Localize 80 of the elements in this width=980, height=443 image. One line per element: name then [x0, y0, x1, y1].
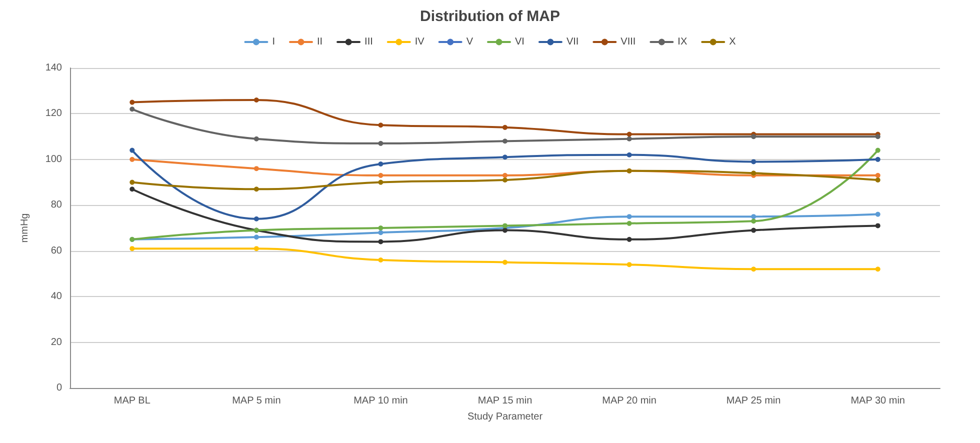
point: [751, 159, 756, 164]
point: [378, 258, 384, 262]
legend-label: VI: [514, 36, 524, 48]
point: [254, 98, 259, 102]
y-tick-label: 120: [45, 108, 62, 120]
y-axis-title: mmHg: [20, 213, 30, 243]
point: [626, 136, 632, 142]
point: [378, 230, 384, 236]
point: [254, 136, 259, 142]
point: [502, 124, 508, 130]
point: [502, 228, 508, 233]
point: [378, 226, 384, 230]
point: [130, 148, 135, 153]
legend-label: VIII: [620, 36, 636, 48]
point: [254, 216, 259, 222]
point: [626, 236, 632, 242]
y-tick-label: 0: [56, 382, 62, 394]
y-tick-label: 80: [50, 200, 62, 211]
point: [130, 156, 135, 162]
point: [378, 140, 384, 146]
point: [875, 148, 880, 153]
point: [502, 178, 508, 182]
point: [254, 166, 259, 172]
legend-label: IX: [678, 36, 688, 48]
x-tick-label: MAP 10 min: [354, 396, 408, 406]
y-tick-label: 20: [50, 336, 62, 348]
point: [875, 134, 880, 140]
point: [378, 239, 384, 244]
point: [751, 134, 756, 140]
point: [502, 223, 508, 228]
x-tick-label: MAP 25 min: [726, 396, 781, 406]
point: [875, 212, 880, 217]
point: [626, 214, 632, 220]
chart-title: Distribution of MAP: [420, 8, 560, 25]
point: [130, 106, 135, 112]
point: [751, 266, 756, 272]
y-tick-label: 60: [50, 245, 62, 256]
point: [378, 180, 384, 185]
legend-label: VII: [566, 36, 579, 48]
x-tick-label: MAP 20 min: [602, 396, 656, 406]
point: [378, 172, 384, 178]
point: [130, 100, 135, 105]
point: [502, 172, 508, 178]
y-tick-label: 100: [45, 154, 62, 165]
point: [875, 178, 880, 182]
point: [130, 186, 135, 192]
x-axis-title: Study Parameter: [467, 412, 544, 422]
point: [130, 246, 135, 252]
point: [502, 260, 508, 265]
legend-label: II: [316, 36, 323, 48]
point: [254, 234, 259, 240]
legend-label: V: [466, 36, 474, 48]
point: [502, 138, 508, 144]
point: [626, 132, 632, 137]
legend-label: I: [272, 36, 275, 48]
point: [626, 220, 632, 226]
point: [875, 266, 880, 272]
point: [378, 122, 384, 128]
legend-label: III: [364, 36, 373, 48]
point: [751, 214, 756, 220]
x-tick-label: MAP 15 min: [478, 396, 532, 406]
point: [626, 152, 632, 158]
point: [875, 223, 880, 228]
legend-label: IV: [414, 36, 425, 48]
point: [875, 156, 880, 162]
point: [254, 246, 259, 252]
point: [130, 180, 135, 185]
point: [626, 262, 632, 268]
y-tick-label: 40: [50, 291, 62, 302]
legend-label: X: [729, 36, 736, 48]
point: [875, 172, 880, 178]
x-tick-label: MAP 5 min: [232, 396, 281, 406]
x-tick-label: MAP 30 min: [850, 396, 906, 406]
x-tick-label: MAP BL: [114, 396, 151, 406]
y-tick-label: 140: [45, 62, 62, 74]
point: [254, 186, 259, 192]
point: [751, 228, 756, 233]
point: [502, 154, 508, 160]
point: [751, 218, 756, 224]
point: [378, 162, 384, 166]
